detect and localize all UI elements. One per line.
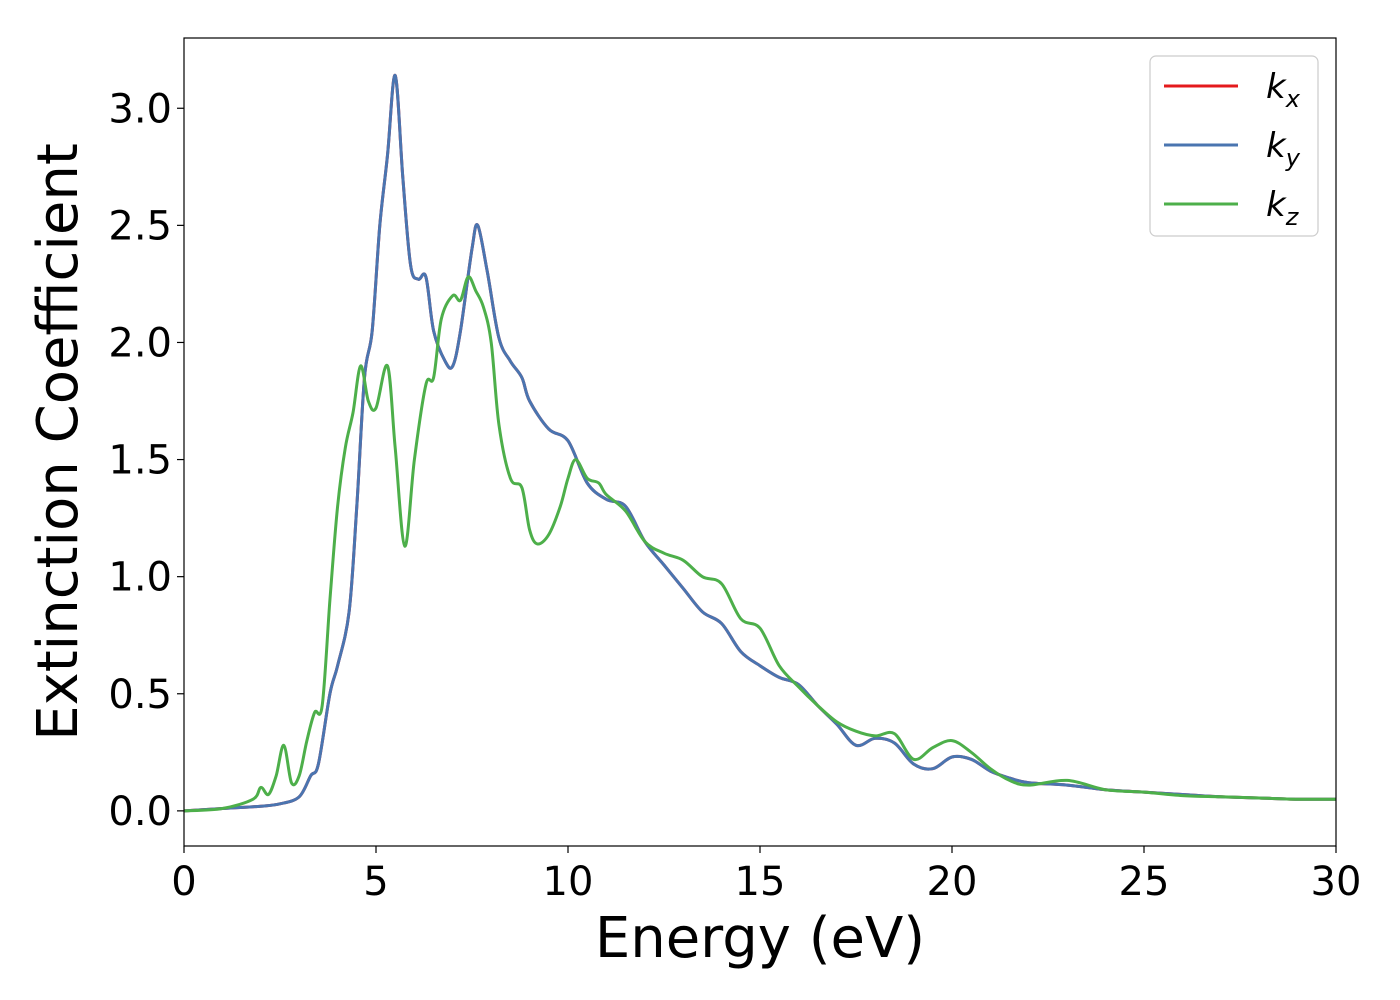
y-tick-label: 1.0 — [108, 555, 172, 601]
y-tick-label: 1.5 — [108, 438, 172, 484]
y-tick-label: 0.0 — [108, 789, 172, 835]
series-line-y — [184, 73, 1336, 813]
x-tick-label: 15 — [735, 859, 786, 905]
x-tick-label: 5 — [363, 859, 388, 905]
x-tick-label: 20 — [927, 859, 978, 905]
series-layer — [184, 73, 1336, 813]
legend-label-z: kz — [1266, 185, 1300, 231]
x-axis-title: Energy (eV) — [595, 906, 925, 971]
series-line-z — [184, 275, 1336, 813]
x-tick-label: 0 — [171, 859, 196, 905]
x-axis: 0 5 10 15 20 25 30 — [171, 846, 1361, 905]
legend: kx ky kz — [1149, 55, 1319, 237]
y-tick-label: 3.0 — [108, 86, 172, 132]
x-tick-label: 10 — [543, 859, 594, 905]
x-tick-label: 25 — [1119, 859, 1170, 905]
y-tick-label: 2.0 — [108, 320, 172, 366]
x-tick-label: 30 — [1311, 859, 1362, 905]
y-axis: 0.0 0.5 1.0 1.5 2.0 2.5 3.0 — [108, 86, 184, 835]
y-axis-title: Extinction Coefficient — [26, 143, 91, 741]
y-tick-label: 0.5 — [108, 672, 172, 718]
legend-label-y: ky — [1266, 126, 1301, 172]
y-tick-label: 2.5 — [108, 203, 172, 249]
legend-label-x: kx — [1266, 67, 1301, 113]
